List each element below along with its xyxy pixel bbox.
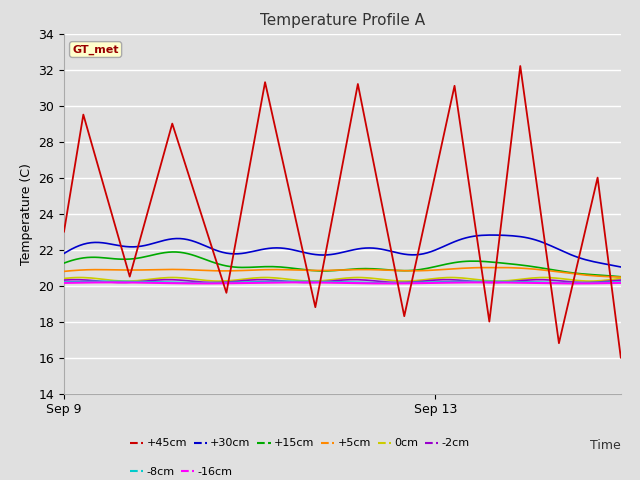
Text: GT_met: GT_met xyxy=(72,44,119,55)
Title: Temperature Profile A: Temperature Profile A xyxy=(260,13,425,28)
Legend: -8cm, -16cm: -8cm, -16cm xyxy=(125,463,237,480)
Text: Time: Time xyxy=(590,439,621,452)
Y-axis label: Temperature (C): Temperature (C) xyxy=(20,163,33,264)
